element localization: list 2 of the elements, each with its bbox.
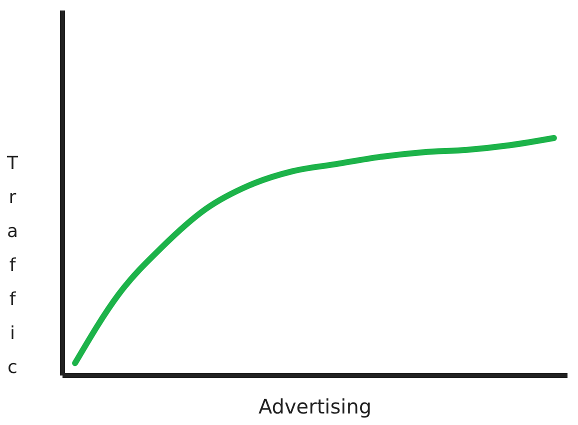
y-axis-title: Traffic (6, 152, 19, 378)
x-axis-title: Advertising (258, 394, 372, 418)
